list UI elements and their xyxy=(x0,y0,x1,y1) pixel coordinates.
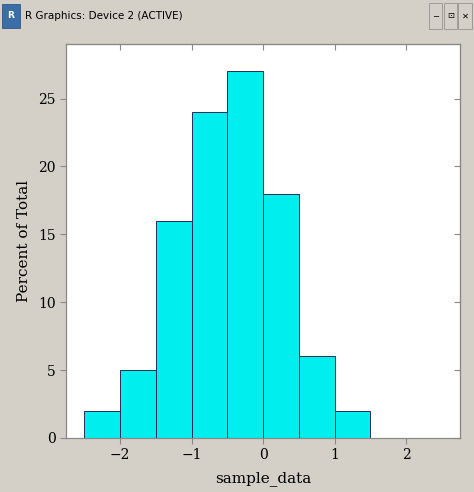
Text: ✕: ✕ xyxy=(462,11,468,21)
Bar xyxy=(120,370,156,438)
Bar xyxy=(191,112,228,438)
Bar xyxy=(444,3,457,29)
Bar xyxy=(429,3,442,29)
Text: ─: ─ xyxy=(433,11,438,21)
Text: ⊡: ⊡ xyxy=(447,11,454,21)
Bar xyxy=(156,221,191,438)
Y-axis label: Percent of Total: Percent of Total xyxy=(18,180,31,302)
Text: R: R xyxy=(8,11,14,21)
Bar xyxy=(228,71,263,438)
Text: R Graphics: Device 2 (ACTIVE): R Graphics: Device 2 (ACTIVE) xyxy=(25,11,182,21)
Bar xyxy=(335,411,370,438)
Bar xyxy=(84,411,120,438)
Bar xyxy=(2,4,20,28)
Bar xyxy=(299,356,335,438)
Bar xyxy=(458,3,472,29)
Bar xyxy=(263,193,299,438)
X-axis label: sample_data: sample_data xyxy=(215,471,311,486)
